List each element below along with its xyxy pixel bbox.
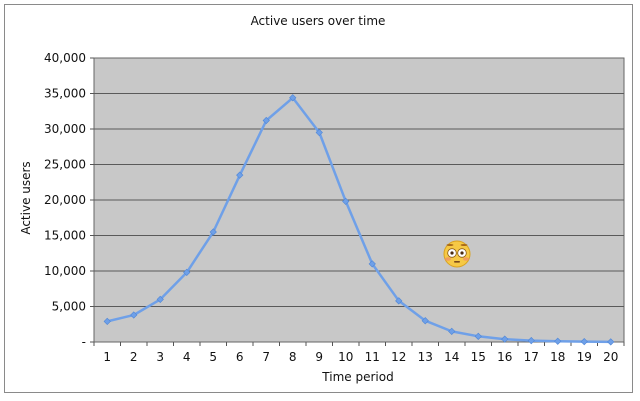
y-tick-label: 10,000 [44, 264, 86, 278]
x-tick-label: 4 [183, 350, 191, 364]
data-point [368, 260, 376, 268]
series-line [107, 96, 611, 344]
data-point [103, 317, 111, 326]
data-points [103, 94, 615, 346]
y-tick-label: 40,000 [44, 51, 86, 65]
x-tick-label: 8 [289, 350, 297, 364]
data-point [315, 128, 323, 137]
y-tick-label: - [82, 335, 86, 349]
data-point [448, 327, 456, 335]
y-tick-label: 20,000 [44, 193, 86, 207]
x-tick-label: 1 [103, 350, 111, 364]
x-tick-label: 20 [603, 350, 618, 364]
x-tick-label: 12 [391, 350, 406, 364]
x-tick-label: 18 [550, 350, 565, 364]
data-point [501, 335, 509, 343]
x-tick-label: 16 [497, 350, 512, 364]
x-tick-label: 7 [262, 350, 270, 364]
x-tick-label: 14 [444, 350, 459, 364]
y-axis-title: Active users [19, 161, 33, 234]
data-point [236, 171, 244, 179]
data-point [130, 311, 138, 319]
data-point [156, 295, 164, 304]
y-tick-label: 35,000 [44, 87, 86, 101]
data-point [183, 268, 191, 277]
x-tick-label: 15 [471, 350, 486, 364]
data-point [262, 116, 270, 125]
x-tick-label: 10 [338, 350, 353, 364]
x-tick-label: 11 [365, 350, 380, 364]
data-point [527, 336, 535, 345]
data-point [289, 94, 297, 102]
data-point [395, 297, 403, 305]
chart-title: Active users over time [251, 14, 386, 28]
x-axis-ticks: 1 2 3 4 5 6 7 8 9 10 11 12 13 14 15 16 17 18 19 20 [93, 342, 625, 364]
data-point [421, 317, 429, 325]
flushed-face-icon [443, 240, 471, 268]
y-axis-ticks: - 5,000 10,000 15,000 20,000 25,000 30,000 35,0… [44, 51, 94, 349]
y-tick-label: 30,000 [44, 122, 86, 136]
y-tick-label: 25,000 [44, 158, 86, 172]
x-tick-label: 5 [209, 350, 217, 364]
x-tick-label: 13 [418, 350, 433, 364]
data-point [474, 332, 482, 340]
x-tick-label: 3 [156, 350, 164, 364]
y-tick-label: 5,000 [52, 300, 86, 314]
x-tick-label: 19 [577, 350, 592, 364]
data-point [342, 197, 350, 206]
x-tick-label: 9 [315, 350, 323, 364]
x-tick-label: 2 [130, 350, 138, 364]
data-point [580, 338, 588, 346]
x-axis-title: Time period [321, 370, 393, 384]
data-point [554, 337, 562, 345]
x-tick-label: 17 [524, 350, 539, 364]
data-point [209, 228, 217, 236]
y-tick-label: 15,000 [44, 229, 86, 243]
x-tick-label: 6 [236, 350, 244, 364]
data-point [607, 338, 615, 346]
